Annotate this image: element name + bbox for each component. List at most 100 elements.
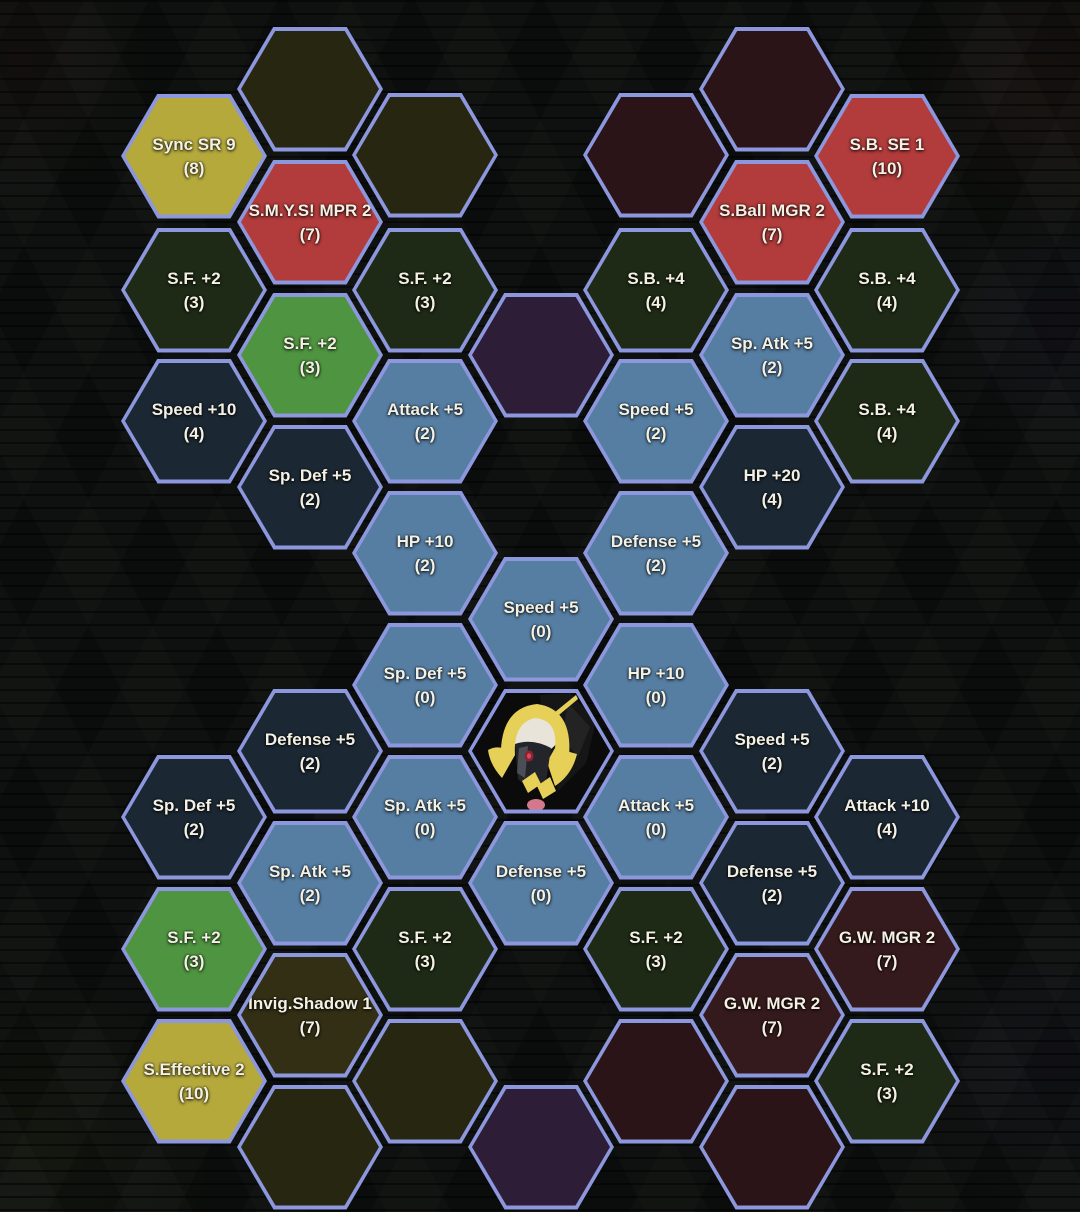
- grid-tile-s-b-se-1[interactable]: S.B. SE 1 (10): [814, 93, 960, 219]
- grid-tile-sp-atk-5[interactable]: Sp. Atk +5 (2): [237, 820, 383, 946]
- grid-tile-empty[interactable]: [468, 292, 614, 418]
- grid-tile-attack-5[interactable]: Attack +5 (0): [583, 754, 729, 880]
- tile-fill: Sp. Atk +5 (2): [241, 824, 379, 942]
- grid-tile-sp-atk-5[interactable]: Sp. Atk +5 (0): [352, 754, 498, 880]
- tile-cost: (3): [299, 357, 321, 377]
- grid-tile-s-b-4[interactable]: S.B. +4 (4): [814, 227, 960, 353]
- tile-fill: S.B. +4 (4): [818, 362, 956, 480]
- tile-fill: Speed +5 (2): [703, 692, 841, 810]
- grid-tile-empty[interactable]: [237, 1084, 383, 1210]
- tile-cost: (2): [299, 753, 321, 773]
- grid-tile-attack-5[interactable]: Attack +5 (2): [352, 358, 498, 484]
- grid-tile-s-f-2[interactable]: S.F. +2 (3): [121, 227, 267, 353]
- grid-tile-empty[interactable]: [583, 1018, 729, 1144]
- grid-tile-empty[interactable]: [583, 92, 729, 218]
- tile-fill: [472, 692, 610, 810]
- grid-tile-s-b-4[interactable]: S.B. +4 (4): [814, 358, 960, 484]
- grid-tile-sp-def-5[interactable]: Sp. Def +5 (0): [352, 622, 498, 748]
- grid-tile-s-f-2[interactable]: S.F. +2 (3): [237, 292, 383, 418]
- grid-tile-hp-10[interactable]: HP +10 (2): [352, 490, 498, 616]
- grid-tile-center-pokemon[interactable]: [468, 688, 614, 814]
- tile-fill: Sp. Def +5 (0): [356, 626, 494, 744]
- tile-fill: S.F. +2 (3): [125, 890, 263, 1008]
- tile-label: Invig.Shadow 1: [248, 993, 372, 1013]
- tile-label: Speed +10: [151, 399, 237, 419]
- tile-fill: [703, 1088, 841, 1206]
- tile-label: Defense +5: [726, 861, 818, 881]
- tile-label: S.F. +2: [398, 268, 452, 288]
- tile-fill: Attack +10 (4): [818, 758, 956, 876]
- grid-tile-s-b-4[interactable]: S.B. +4 (4): [583, 227, 729, 353]
- grid-tile-s-f-2[interactable]: S.F. +2 (3): [583, 886, 729, 1012]
- grid-tile-empty[interactable]: [699, 26, 845, 152]
- tile-label: Attack +5: [386, 399, 464, 419]
- tile-cost: (0): [645, 819, 667, 839]
- tile-fill: S.F. +2 (3): [356, 231, 494, 349]
- grid-tile-s-f-2[interactable]: S.F. +2 (3): [352, 886, 498, 1012]
- tile-label: S.F. +2: [398, 927, 452, 947]
- tile-cost: (7): [761, 1017, 783, 1037]
- grid-tile-defense-5[interactable]: Defense +5 (2): [583, 490, 729, 616]
- tile-label: G.W. MGR 2: [723, 993, 821, 1013]
- grid-tile-s-f-2[interactable]: S.F. +2 (3): [352, 227, 498, 353]
- grid-tile-empty[interactable]: [352, 1018, 498, 1144]
- tile-fill: Sp. Def +5 (2): [125, 758, 263, 876]
- grid-tile-speed-10[interactable]: Speed +10 (4): [121, 358, 267, 484]
- tile-label: S.F. +2: [629, 927, 683, 947]
- tile-fill: S.B. +4 (4): [587, 231, 725, 349]
- tile-label: Speed +5: [503, 597, 579, 617]
- tile-label: Speed +5: [618, 399, 694, 419]
- tile-label: Sp. Def +5: [152, 795, 236, 815]
- grid-tile-s-effective-2[interactable]: S.Effective 2 (10): [121, 1018, 267, 1144]
- grid-tile-speed-5[interactable]: Speed +5 (2): [583, 358, 729, 484]
- grid-tile-hp-20[interactable]: HP +20 (4): [699, 424, 845, 550]
- tile-cost: (0): [645, 687, 667, 707]
- grid-tile-s-f-2[interactable]: S.F. +2 (3): [814, 1018, 960, 1144]
- grid-tile-s-f-2[interactable]: S.F. +2 (3): [121, 886, 267, 1012]
- tile-cost: (2): [183, 819, 205, 839]
- grid-tile-empty[interactable]: [237, 26, 383, 152]
- grid-tile-defense-5[interactable]: Defense +5 (0): [468, 820, 614, 946]
- grid-tile-invig-shadow-1[interactable]: Invig.Shadow 1 (7): [237, 952, 383, 1078]
- tile-cost: (2): [645, 555, 667, 575]
- grid-tile-sp-atk-5[interactable]: Sp. Atk +5 (2): [699, 292, 845, 418]
- grid-tile-s-m-y-s-mpr-2[interactable]: S.M.Y.S! MPR 2 (7): [237, 159, 383, 285]
- grid-tile-sync-sr-9[interactable]: Sync SR 9 (8): [121, 93, 267, 219]
- grid-tile-empty[interactable]: [352, 92, 498, 218]
- grid-tile-empty[interactable]: [699, 1084, 845, 1210]
- grid-tile-speed-5[interactable]: Speed +5 (0): [468, 556, 614, 682]
- grid-tile-hp-10[interactable]: HP +10 (0): [583, 622, 729, 748]
- tile-fill: [356, 1022, 494, 1140]
- tile-label: Sp. Atk +5: [383, 795, 467, 815]
- tile-label: Sp. Atk +5: [268, 861, 352, 881]
- grid-tile-attack-10[interactable]: Attack +10 (4): [814, 754, 960, 880]
- tile-label: G.W. MGR 2: [838, 927, 936, 947]
- grid-tile-empty[interactable]: [468, 1084, 614, 1210]
- grid-tile-g-w-mgr-2[interactable]: G.W. MGR 2 (7): [699, 952, 845, 1078]
- tile-cost: (3): [183, 951, 205, 971]
- grid-tile-g-w-mgr-2[interactable]: G.W. MGR 2 (7): [814, 886, 960, 1012]
- tile-cost: (2): [761, 885, 783, 905]
- tile-cost: (8): [183, 158, 205, 178]
- tile-cost: (3): [414, 951, 436, 971]
- tile-label: HP +20: [743, 465, 801, 485]
- tile-label: Attack +5: [617, 795, 695, 815]
- grid-tile-speed-5[interactable]: Speed +5 (2): [699, 688, 845, 814]
- tile-label: Defense +5: [610, 531, 702, 551]
- tile-label: S.B. +4: [858, 268, 916, 288]
- grid-tile-defense-5[interactable]: Defense +5 (2): [699, 820, 845, 946]
- grid-tile-defense-5[interactable]: Defense +5 (2): [237, 688, 383, 814]
- grid-tile-s-ball-mgr-2[interactable]: S.Ball MGR 2 (7): [699, 159, 845, 285]
- tile-label: S.M.Y.S! MPR 2: [248, 200, 372, 220]
- tile-fill: [703, 30, 841, 148]
- grid-tile-sp-def-5[interactable]: Sp. Def +5 (2): [121, 754, 267, 880]
- tile-label: S.F. +2: [860, 1059, 914, 1079]
- tile-cost: (7): [299, 1017, 321, 1037]
- tile-label: HP +10: [627, 663, 685, 683]
- grid-tile-sp-def-5[interactable]: Sp. Def +5 (2): [237, 424, 383, 550]
- tile-fill: [241, 30, 379, 148]
- tile-cost: (3): [183, 292, 205, 312]
- tile-fill: Attack +5 (0): [587, 758, 725, 876]
- tile-fill: S.B. SE 1 (10): [818, 97, 956, 215]
